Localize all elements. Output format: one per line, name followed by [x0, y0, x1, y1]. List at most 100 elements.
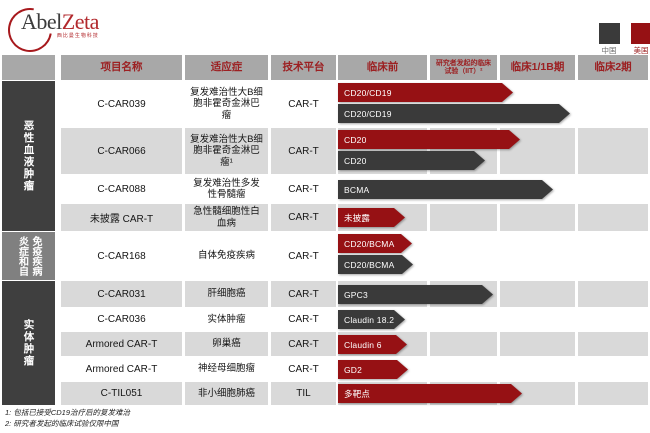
pipeline-row: C-CAR088 复发难治性多发性骨髓瘤 CAR-T BCMA [0, 175, 650, 203]
arrow-shape: GD2 [338, 360, 408, 379]
platform-cell: CAR-T [288, 314, 319, 325]
arrow-label: CD20/BCMA [344, 259, 395, 270]
legend: 中国 美国 [598, 23, 650, 56]
logo-text: AbelZeta 西比曼生物科技 [21, 11, 99, 39]
stage-cell [500, 204, 575, 231]
stage-cell [578, 332, 648, 356]
program-cell: Armored CAR-T [61, 332, 182, 356]
pipeline-row: C-TIL051 非小细胞肺癌 TIL 多靶点 [0, 382, 650, 405]
footnotes: 1: 包括已接受CD19治疗后的复发难治 2: 研究者发起的临床试验仅限中国 [5, 407, 130, 430]
arrow-label: Claudin 18.2 [344, 314, 395, 325]
pipeline-arrow-usa: CD20/BCMA [338, 234, 412, 253]
program-cell: C-CAR031 [61, 281, 182, 307]
legend-label-china: 中国 [601, 46, 617, 55]
stage-cell [500, 308, 575, 331]
pipeline-arrow-usa: Claudin 6 [338, 335, 407, 354]
pipeline-arrow-china: CD20/CD19 [338, 104, 570, 123]
group-band: 炎症和自 免疫疾病 [2, 232, 55, 280]
program-cell: C-CAR168 [97, 250, 146, 262]
footnote-1: 1: 包括已接受CD19治疗后的复发难治 [5, 408, 131, 417]
legend-item-usa: 美国 [630, 23, 650, 56]
program-cell: Armored CAR-T [85, 363, 158, 375]
stage-cell [578, 81, 648, 127]
footnote-2: 2: 研究者发起的临床试验仅限中国 [5, 419, 119, 429]
stage-cell [430, 332, 497, 356]
platform-cell: CAR-T [288, 250, 319, 262]
stage-cell [578, 232, 648, 280]
legend-item-china: 中国 [598, 23, 620, 56]
program-cell: 未披露 CAR-T [61, 204, 182, 231]
arrow-shape: CD20 [338, 151, 485, 170]
indication-cell: 复发难治性多发性骨髓瘤 [193, 177, 260, 200]
stage-cell [500, 281, 575, 307]
pipeline-arrow-china: CD20/BCMA [338, 255, 413, 274]
arrow-label: Claudin 6 [344, 339, 382, 350]
pipeline-row: C-CAR031 肝细胞癌 CAR-T GPC3 [0, 281, 650, 307]
indication-cell: 急性髓细胞性白血病 [185, 204, 268, 231]
arrow-label: GD2 [344, 364, 363, 375]
stage-cell [430, 232, 497, 280]
stage-cell [500, 232, 575, 280]
arrow-shape: CD20/CD19 [338, 83, 513, 102]
program-cell: C-TIL051 [61, 382, 182, 405]
arrow-label: CD20 [344, 155, 367, 166]
group-band-label: 实体肿瘤 [22, 319, 35, 367]
platform-cell: CAR-T [271, 281, 336, 307]
logo-zeta: Zeta [61, 9, 100, 34]
stage-cell [500, 332, 575, 356]
arrow-shape: 多靶点 [338, 384, 522, 403]
stage-cell [578, 382, 648, 405]
header-cell-phase2: 临床2期 [578, 55, 648, 80]
pipeline-arrow-china: GPC3 [338, 285, 493, 304]
platform-cell: CAR-T [271, 204, 336, 231]
group-band-label: 免疫疾病 [30, 236, 41, 276]
legend-label-usa: 美国 [633, 46, 649, 55]
arrow-shape: CD20/CD19 [338, 104, 570, 123]
indication-cell: 神经母细胞瘤 [197, 363, 255, 375]
arrow-label: CD20 [344, 134, 367, 145]
header-cell-indication: 适应症 [185, 55, 268, 80]
header-cell-iit: 研究者发起的临床 试验（IIT）² [430, 55, 497, 80]
group-band: 恶性血液肿瘤 [2, 81, 55, 231]
program-cell: C-CAR066 [61, 128, 182, 174]
logo-abel: Abel [21, 9, 62, 34]
arrow-shape: GPC3 [338, 285, 493, 304]
header-cell-preclinical: 临床前 [338, 55, 427, 80]
arrow-shape: 未披露 [338, 208, 405, 227]
indication-cell: 实体肿瘤 [207, 313, 246, 325]
pipeline-arrow-usa: CD20 [338, 130, 520, 149]
stage-cell [578, 204, 648, 231]
pipeline-arrow-china: CD20 [338, 151, 485, 170]
program-cell: C-CAR039 [97, 98, 146, 110]
program-cell: C-CAR088 [97, 183, 146, 195]
platform-cell: CAR-T [288, 98, 319, 110]
pipeline-row: C-CAR066 复发难治性大B细胞非霍奇金淋巴瘤¹ CAR-T CD20 CD20 [0, 128, 650, 174]
header-cell-phase1-1b: 临床1/1B期 [500, 55, 575, 80]
stage-cell [578, 308, 648, 331]
logo-subtext: 西比曼生物科技 [56, 33, 99, 39]
platform-cell: CAR-T [271, 128, 336, 174]
arrow-shape: CD20/BCMA [338, 234, 412, 253]
header-cell-project: 项目名称 [61, 55, 182, 80]
group-band-label: 恶性血液肿瘤 [22, 120, 35, 192]
indication-cell: 肝细胞癌 [185, 281, 268, 307]
header-cell-group [2, 55, 55, 80]
stage-cell [578, 357, 648, 381]
pipeline-arrow-china: Claudin 18.2 [338, 310, 405, 329]
arrow-label: CD20/CD19 [344, 87, 392, 98]
usa-swatch [630, 23, 650, 44]
arrow-label: CD20/CD19 [344, 108, 392, 119]
indication-cell: 卵巢癌 [185, 332, 268, 356]
arrow-shape: Claudin 6 [338, 335, 407, 354]
group-band-label: 炎症和自 [16, 236, 28, 276]
pipeline-row: C-CAR036 实体肿瘤 CAR-T Claudin 18.2 [0, 308, 650, 331]
platform-cell: TIL [271, 382, 336, 405]
stage-cell [578, 281, 648, 307]
arrow-shape: CD20 [338, 130, 520, 149]
arrow-label: 未披露 [344, 212, 371, 223]
indication-cell: 非小细胞肺癌 [185, 382, 268, 405]
platform-cell: CAR-T [271, 332, 336, 356]
stage-cell [578, 128, 648, 174]
abelzeta-logo: AbelZeta 西比曼生物科技 [0, 0, 128, 61]
